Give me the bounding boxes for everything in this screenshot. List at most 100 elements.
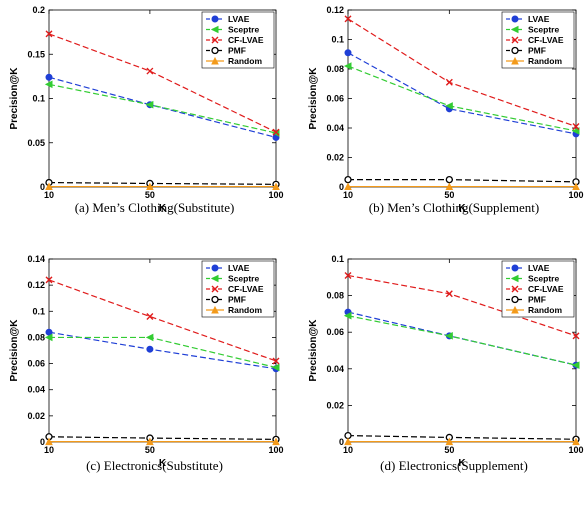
legend-label-random: Random [228, 56, 262, 66]
legend-label-pmf: PMF [528, 295, 546, 305]
data-point-cf-lvae [272, 128, 280, 136]
data-point-pmf [344, 175, 352, 184]
series-line-lvae [347, 52, 577, 135]
data-point-sceptre [445, 102, 453, 110]
data-point-random [572, 182, 580, 191]
series-cf-lvae [344, 271, 580, 340]
data-point-random [146, 437, 154, 446]
series-random [344, 437, 580, 446]
y-tick-label: 0 [40, 437, 45, 447]
y-tick-label: 0 [40, 182, 45, 192]
x-axis-label: K [458, 458, 466, 469]
legend-marker-random [211, 305, 219, 314]
series-random [45, 182, 280, 191]
series-line-sceptre [347, 315, 577, 366]
x-tick-label: 100 [568, 190, 583, 200]
data-point-sceptre [343, 311, 352, 320]
data-point-lvae [45, 73, 53, 81]
data-point-cf-lvae [45, 276, 53, 284]
chart-d: 0 0.02 0.04 0.06 0.08 0.1 10 50 100 K Precision@K L… [308, 254, 584, 473]
legend-label-random: Random [228, 305, 262, 315]
x-tick-label: 100 [268, 190, 283, 200]
subfigure-caption: (a) Men’s Clothing(Substitute) [75, 200, 235, 215]
series-lvae [45, 73, 280, 141]
y-tick-label: 0.2 [32, 5, 45, 15]
y-tick-label: 0.1 [32, 306, 45, 316]
series-cf-lvae [45, 30, 280, 136]
legend-marker-lvae [211, 264, 219, 272]
legend-marker-cf-lvae [211, 285, 219, 293]
series-line-lvae [48, 331, 277, 370]
y-tick-label: 0.1 [331, 254, 344, 264]
legend-marker-random [511, 305, 519, 314]
y-axis-label: Precision@K [9, 319, 20, 382]
series-cf-lvae [344, 15, 580, 131]
series-sceptre [343, 62, 580, 135]
legend-marker-sceptre [210, 25, 219, 34]
series-cf-lvae [45, 276, 280, 365]
y-tick-label: 0.04 [27, 385, 45, 395]
data-point-sceptre [44, 80, 53, 89]
y-tick-label: 0.15 [27, 49, 45, 59]
data-point-cf-lvae [146, 67, 154, 75]
legend-marker-pmf [211, 46, 219, 55]
legend-marker-pmf [511, 295, 519, 304]
legend-marker-sceptre [510, 274, 519, 283]
data-point-random [445, 182, 454, 191]
y-tick-label: 0 [339, 437, 344, 447]
series-random [45, 437, 280, 446]
data-point-random [572, 437, 580, 446]
legend-label-random: Random [528, 56, 562, 66]
legend-label-sceptre: Sceptre [228, 274, 259, 284]
series-line-pmf [48, 181, 277, 185]
data-point-cf-lvae [272, 357, 280, 365]
chart-c: 0 0.02 0.04 0.06 0.08 0.1 0.12 0.14 10 50 100 K Prec… [9, 254, 284, 473]
legend-label-cf-lvae: CF-LVAE [528, 284, 564, 294]
x-axis-label: K [458, 203, 466, 214]
series-sceptre [343, 311, 580, 369]
data-point-cf-lvae [344, 271, 352, 279]
series-line-pmf [348, 179, 577, 183]
series-line-pmf [48, 436, 277, 440]
y-tick-label: 0.14 [27, 254, 45, 264]
data-point-random [272, 182, 280, 191]
y-tick-label: 0.06 [326, 94, 344, 104]
y-tick-label: 0.06 [326, 327, 344, 337]
data-point-sceptre [271, 363, 280, 372]
y-tick-label: 0 [339, 182, 344, 192]
data-point-cf-lvae [45, 30, 53, 38]
subfigure-caption: (b) Men’s Clothing(Supplement) [369, 200, 539, 215]
legend-label-lvae: LVAE [228, 263, 250, 273]
series-pmf [344, 431, 580, 443]
legend-label-pmf: PMF [228, 46, 246, 56]
legend-label-cf-lvae: CF-LVAE [228, 35, 264, 45]
series-random [344, 182, 580, 191]
series-sceptre [44, 333, 280, 372]
x-axis-label: K [159, 203, 167, 214]
y-axis-label: Precision@K [308, 67, 319, 130]
y-tick-label: 0.04 [326, 123, 344, 133]
x-tick-label: 10 [343, 190, 353, 200]
data-point-lvae [45, 328, 53, 336]
data-point-sceptre [571, 361, 580, 369]
legend-marker-random [211, 56, 219, 65]
legend-label-lvae: LVAE [528, 263, 550, 273]
data-point-sceptre [44, 333, 53, 342]
legend-marker-lvae [211, 15, 219, 23]
legend-label-sceptre: Sceptre [528, 274, 559, 284]
y-tick-label: 0.05 [27, 138, 45, 148]
legend-label-pmf: PMF [528, 46, 546, 56]
data-point-lvae [146, 345, 154, 353]
data-point-lvae [344, 49, 352, 57]
data-point-random [146, 182, 154, 191]
y-axis-label: Precision@K [9, 67, 20, 130]
legend-label-sceptre: Sceptre [528, 25, 559, 35]
legend-label-sceptre: Sceptre [228, 25, 259, 35]
legend-marker-lvae [511, 264, 519, 272]
series-line-cf-lvae [48, 33, 277, 133]
data-point-random [45, 182, 53, 191]
